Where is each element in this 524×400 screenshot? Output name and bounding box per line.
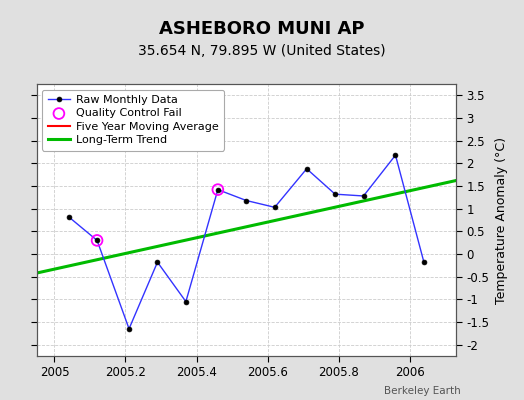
Raw Monthly Data xyxy=(183,299,189,304)
Quality Control Fail xyxy=(214,186,222,193)
Raw Monthly Data xyxy=(271,205,278,210)
Raw Monthly Data xyxy=(303,166,310,171)
Text: 35.654 N, 79.895 W (United States): 35.654 N, 79.895 W (United States) xyxy=(138,44,386,58)
Raw Monthly Data xyxy=(215,187,221,192)
Raw Monthly Data xyxy=(243,198,249,203)
Line: Raw Monthly Data: Raw Monthly Data xyxy=(66,153,427,331)
Legend: Raw Monthly Data, Quality Control Fail, Five Year Moving Average, Long-Term Tren: Raw Monthly Data, Quality Control Fail, … xyxy=(42,90,224,151)
Text: Berkeley Earth: Berkeley Earth xyxy=(385,386,461,396)
Raw Monthly Data xyxy=(66,214,72,219)
Raw Monthly Data xyxy=(126,326,132,331)
Raw Monthly Data xyxy=(332,192,338,196)
Raw Monthly Data xyxy=(392,153,399,158)
Raw Monthly Data xyxy=(155,260,161,264)
Raw Monthly Data xyxy=(421,260,427,264)
Raw Monthly Data xyxy=(361,194,367,198)
Text: ASHEBORO MUNI AP: ASHEBORO MUNI AP xyxy=(159,20,365,38)
Raw Monthly Data xyxy=(94,238,100,243)
Quality Control Fail xyxy=(93,237,101,244)
Y-axis label: Temperature Anomaly (°C): Temperature Anomaly (°C) xyxy=(495,136,508,304)
